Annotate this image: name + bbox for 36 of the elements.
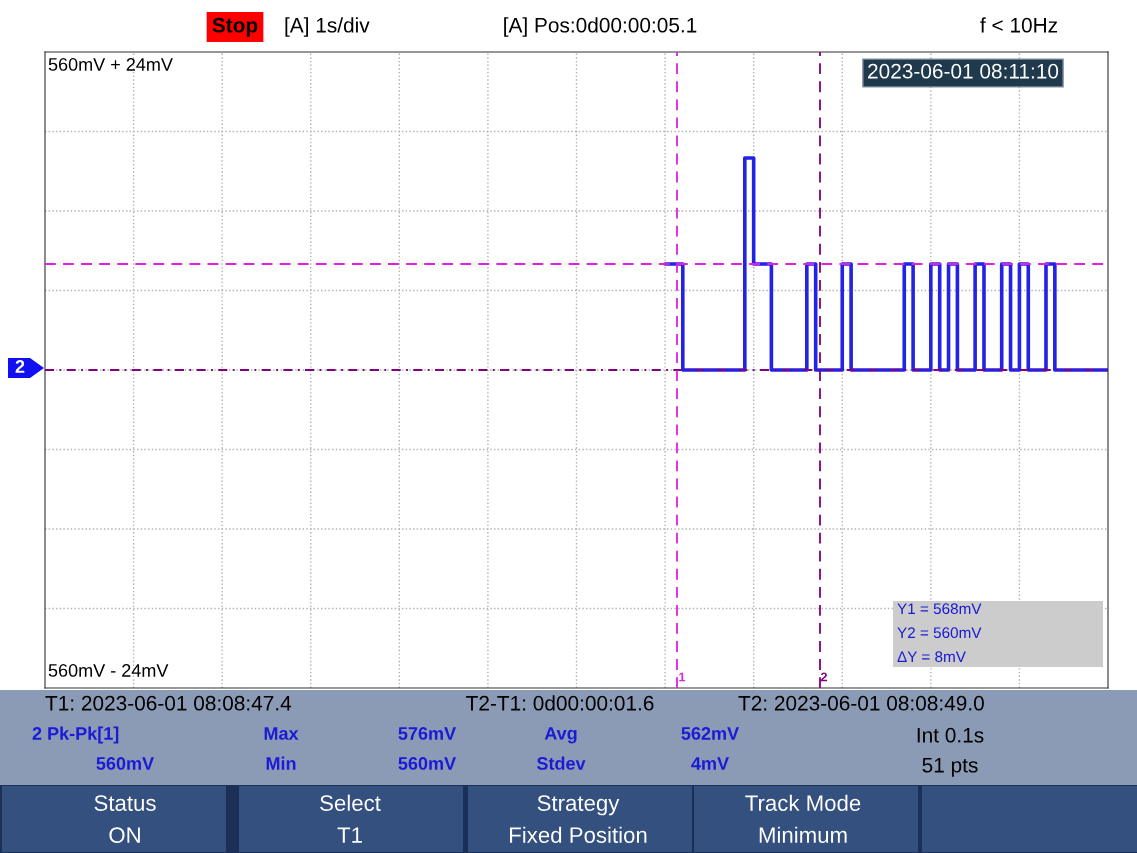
text: 2 — [820, 672, 827, 682]
text: Fixed Position — [510, 826, 647, 843]
text: Y1 = 568mV — [897, 603, 982, 615]
text: Strategy — [537, 795, 620, 816]
text: 2 Pk-Pk[1] — [32, 726, 119, 744]
text: 562mV — [681, 727, 739, 740]
text: 560mV + 24mV — [48, 58, 173, 71]
text: 576mV — [398, 727, 456, 740]
text: ON — [109, 827, 140, 843]
text: T1: 2023-06-01 08:08:47.4 — [45, 695, 292, 711]
text: Stop — [212, 17, 258, 37]
text: f < 10Hz — [980, 17, 1058, 33]
text: 4mV — [691, 757, 729, 770]
text: Select — [320, 794, 381, 811]
text: ΔY = 8mV — [897, 651, 966, 663]
text: Track Mode — [745, 794, 861, 811]
text: T1 — [337, 827, 362, 843]
text: Avg — [544, 727, 577, 744]
text: T2: 2023-06-01 08:08:49.0 — [738, 695, 984, 711]
text: [A] 1s/div — [285, 17, 370, 37]
text: 2 — [15, 360, 25, 373]
text: T2-T1: 0d00:00:01.6 — [466, 695, 654, 711]
text: Y2 = 560mV — [897, 627, 982, 639]
text: 560mV - 24mV — [48, 664, 169, 677]
text: Max — [264, 727, 299, 740]
text: 560mV — [398, 757, 456, 770]
text: [A] Pos:0d00:00:05.1 — [504, 17, 697, 37]
text: Int 0.1s — [917, 727, 984, 743]
text: Stdev — [536, 756, 586, 770]
text: Min — [266, 756, 296, 770]
text: 1 — [679, 672, 686, 682]
text: Status — [94, 795, 156, 811]
text: 51 pts — [922, 758, 978, 777]
text: Minimum — [759, 826, 847, 843]
text: 2023-06-01 08:11:10 — [868, 63, 1059, 79]
text: 560mV — [96, 757, 154, 770]
